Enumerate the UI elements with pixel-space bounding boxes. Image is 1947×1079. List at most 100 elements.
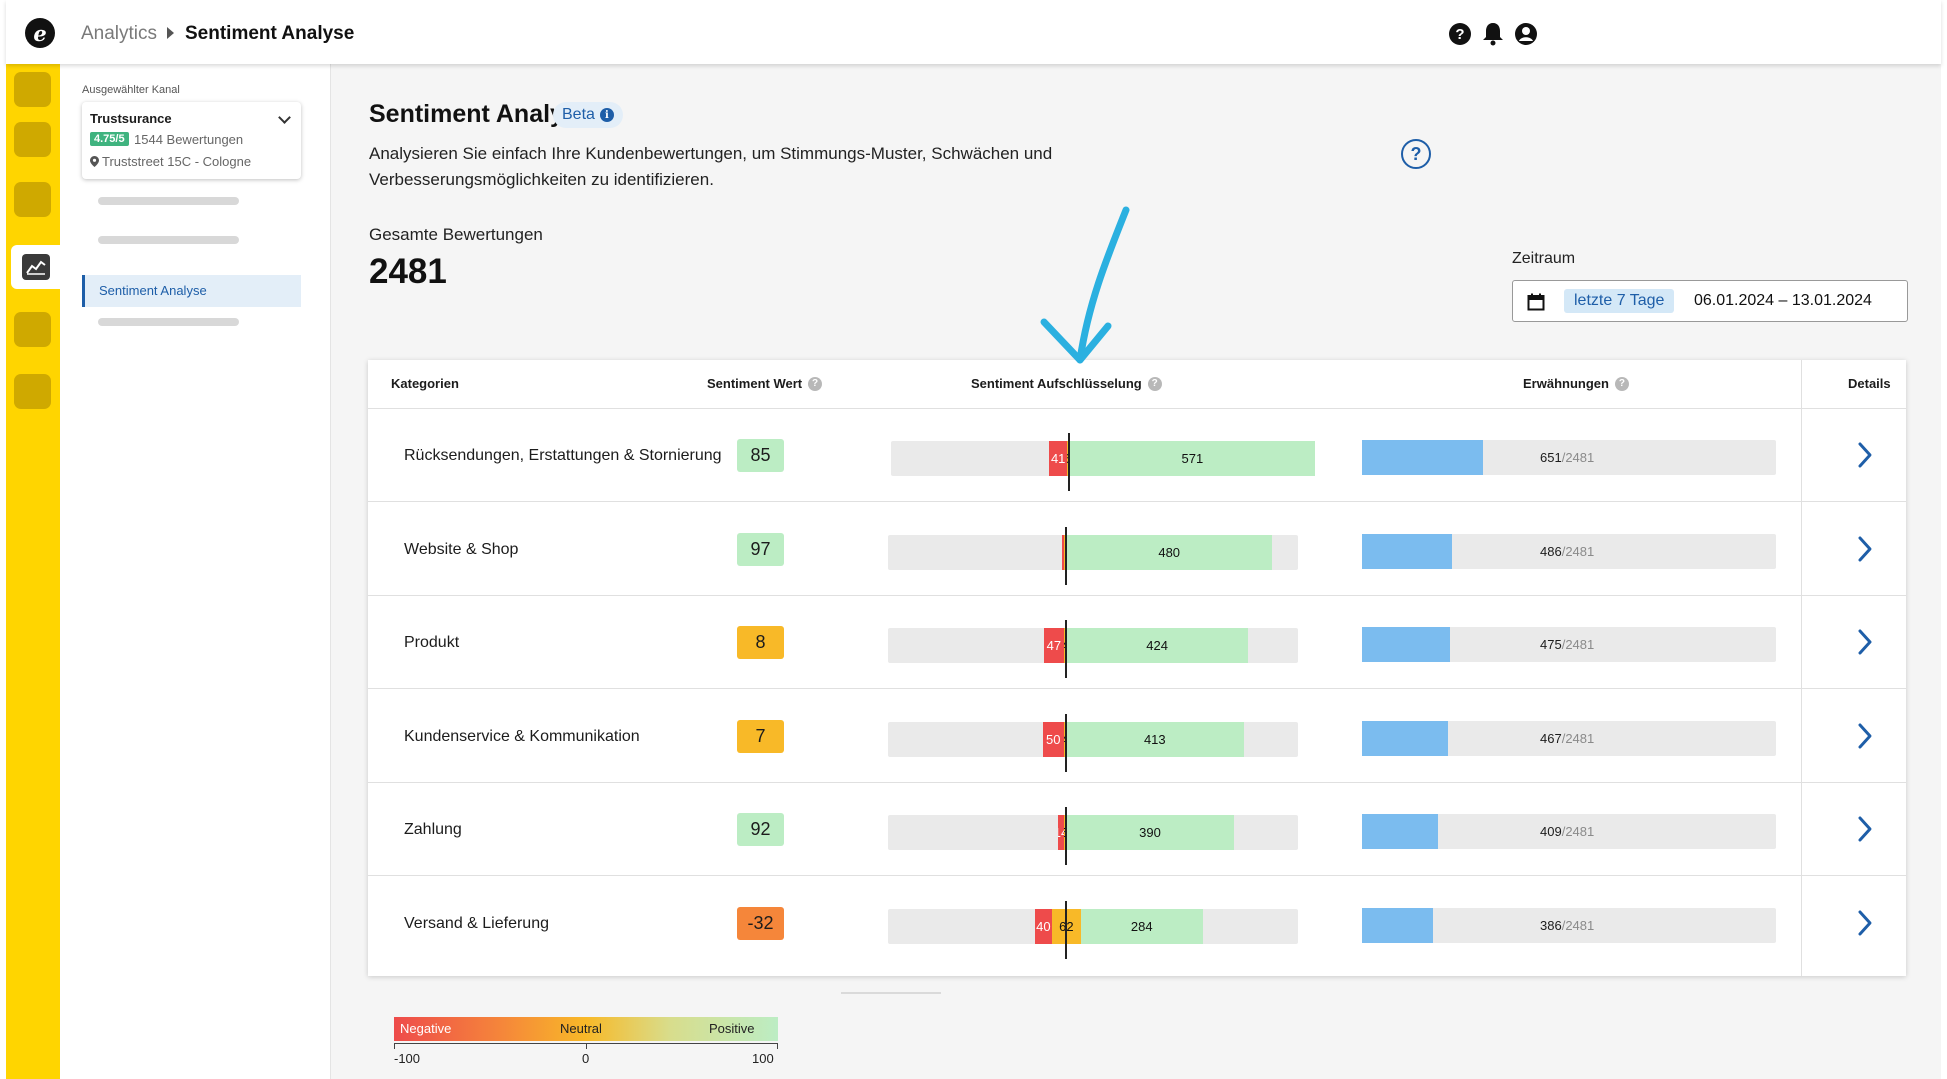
- header-label: Details: [1848, 376, 1891, 391]
- nav-item-sentiment-analyse[interactable]: Sentiment Analyse: [82, 275, 301, 307]
- sentiment-breakdown-bar[interactable]: 4062284: [888, 908, 1298, 944]
- total-reviews-label: Gesamte Bewertungen: [369, 225, 543, 244]
- header-mentions: Erwähnungen?: [1523, 376, 1629, 391]
- period-picker[interactable]: letzte 7 Tage 06.01.2024 – 13.01.2024: [1512, 280, 1908, 322]
- sentiment-zero-line: [1065, 900, 1067, 959]
- beta-badge[interactable]: Beta i: [553, 102, 623, 128]
- category-name: Rücksendungen, Erstattungen & Stornierun…: [404, 447, 722, 464]
- total-reviews-value: 2481: [369, 252, 447, 291]
- negative-segment[interactable]: [1062, 534, 1064, 570]
- mentions-text: 409/2481: [1540, 824, 1594, 839]
- sentiment-breakdown-bar[interactable]: 480: [888, 534, 1298, 570]
- mentions-total: /2481: [1561, 730, 1595, 746]
- app-logo[interactable]: e: [25, 18, 55, 48]
- mentions-bar[interactable]: 409/2481: [1362, 814, 1776, 849]
- mentions-fill: [1362, 627, 1450, 662]
- info-icon[interactable]: ?: [1147, 376, 1162, 391]
- chevron-right-icon[interactable]: [1850, 908, 1880, 938]
- info-icon[interactable]: ?: [808, 376, 823, 391]
- negative-segment[interactable]: 47: [1043, 628, 1064, 663]
- rail-item[interactable]: [14, 182, 51, 217]
- negative-segment[interactable]: 14: [1057, 815, 1064, 850]
- period-label: Zeitraum: [1512, 250, 1576, 267]
- channel-score-badge: 4.75/5: [90, 132, 129, 146]
- chevron-right-icon[interactable]: [1850, 534, 1880, 564]
- period-date-range[interactable]: 06.01.2024 – 13.01.2024: [1694, 292, 1872, 309]
- positive-segment[interactable]: 571: [1069, 441, 1316, 476]
- chevron-right-icon[interactable]: [1850, 627, 1880, 657]
- sentiment-breakdown-bar[interactable]: 504413: [888, 721, 1298, 757]
- table-row[interactable]: Versand & Lieferung -32 4062284 386/2481: [368, 877, 1906, 970]
- sentiment-breakdown-bar[interactable]: 416571: [891, 441, 1316, 476]
- legend-neutral: Neutral: [560, 1021, 602, 1036]
- mentions-bar[interactable]: 467/2481: [1362, 720, 1776, 756]
- mentions-total: /2481: [1561, 637, 1595, 652]
- mentions-text: 475/2481: [1540, 637, 1594, 652]
- bell-icon[interactable]: [1479, 20, 1506, 47]
- mentions-count: 486: [1540, 543, 1562, 559]
- rail-item[interactable]: [14, 312, 51, 347]
- mentions-bar[interactable]: 486/2481: [1362, 533, 1776, 569]
- legend-positive: Positive: [709, 1021, 755, 1036]
- help-icon[interactable]: ?: [1401, 139, 1431, 169]
- sentiment-breakdown-bar[interactable]: 474424: [888, 628, 1298, 663]
- chevron-right-icon[interactable]: [1850, 814, 1880, 844]
- help-icon[interactable]: ?: [1446, 20, 1473, 47]
- table-row[interactable]: Rücksendungen, Erstattungen & Stornierun…: [368, 409, 1906, 502]
- mentions-fill: [1362, 720, 1449, 756]
- rail-item[interactable]: [14, 374, 51, 409]
- channel-selector[interactable]: Trustsurance 4.75/5 1544 Bewertungen Tru…: [82, 102, 301, 179]
- positive-segment[interactable]: 284: [1080, 908, 1203, 944]
- table-row[interactable]: Kundenservice & Kommunikation 7 504413 467/…: [368, 690, 1906, 783]
- channel-label: Ausgewählter Kanal: [82, 84, 180, 96]
- rail-item-analytics[interactable]: [11, 245, 61, 289]
- info-icon[interactable]: ?: [1614, 376, 1629, 391]
- mentions-bar[interactable]: 651/2481: [1362, 440, 1776, 475]
- negative-segment[interactable]: 50: [1042, 721, 1064, 757]
- mentions-bar[interactable]: 475/2481: [1362, 627, 1776, 662]
- mentions-bar[interactable]: 386/2481: [1362, 907, 1776, 943]
- header-categories: Kategorien: [391, 376, 459, 391]
- category-name: Kundenservice & Kommunikation: [404, 727, 640, 745]
- channel-address-text: Truststreet 15C - Cologne: [102, 154, 252, 169]
- sidebar: Ausgewählter Kanal Trustsurance 4.75/5 1…: [60, 64, 331, 1079]
- sentiment-score-badge: -32: [737, 906, 784, 940]
- legend-tick: [586, 1043, 587, 1049]
- sentiment-breakdown-bar[interactable]: 145390: [888, 815, 1298, 850]
- breadcrumb-analytics[interactable]: Analytics: [81, 23, 158, 44]
- table-row[interactable]: Produkt 8 474424 475/2481: [368, 596, 1906, 689]
- chevron-right-icon[interactable]: [1850, 721, 1880, 751]
- app-rail: [6, 64, 61, 1079]
- period-preset-chip[interactable]: letzte 7 Tage: [1564, 289, 1675, 313]
- negative-segment[interactable]: 40: [1034, 908, 1052, 944]
- positive-segment[interactable]: 424: [1066, 628, 1249, 663]
- header-label: Sentiment Wert: [707, 376, 803, 391]
- chart-icon: [22, 254, 50, 280]
- rail-item[interactable]: [14, 122, 51, 157]
- table-header: Kategorien Sentiment Wert? Sentiment Auf…: [368, 360, 1906, 409]
- sentiment-zero-line: [1065, 713, 1067, 772]
- calendar-icon: [1527, 293, 1545, 311]
- chevron-right-icon[interactable]: [1850, 440, 1880, 470]
- account-icon[interactable]: [1512, 20, 1539, 47]
- table-row[interactable]: Zahlung 92 145390 409/2481: [368, 783, 1906, 876]
- info-icon: i: [599, 108, 614, 122]
- negative-segment[interactable]: 41: [1049, 441, 1067, 476]
- nav-item-placeholder[interactable]: [98, 318, 239, 326]
- mentions-count: 467: [1540, 730, 1562, 746]
- positive-segment[interactable]: 390: [1066, 815, 1234, 850]
- legend-max: 100: [752, 1051, 774, 1066]
- horizontal-scrollbar[interactable]: [841, 992, 941, 994]
- rail-item[interactable]: [14, 72, 51, 107]
- annotation-arrow-icon: [1040, 206, 1130, 364]
- mentions-text: 467/2481: [1540, 731, 1594, 746]
- details-column-divider: [1801, 360, 1802, 976]
- positive-segment[interactable]: 480: [1066, 534, 1273, 570]
- legend-min: -100: [394, 1051, 421, 1066]
- table-row[interactable]: Website & Shop 97 480 486/2481: [368, 503, 1906, 596]
- nav-item-placeholder[interactable]: [98, 197, 239, 205]
- mentions-text: 651/2481: [1540, 450, 1594, 465]
- nav-item-placeholder[interactable]: [98, 236, 239, 244]
- positive-segment[interactable]: 413: [1066, 721, 1244, 757]
- chevron-down-icon[interactable]: [278, 111, 291, 124]
